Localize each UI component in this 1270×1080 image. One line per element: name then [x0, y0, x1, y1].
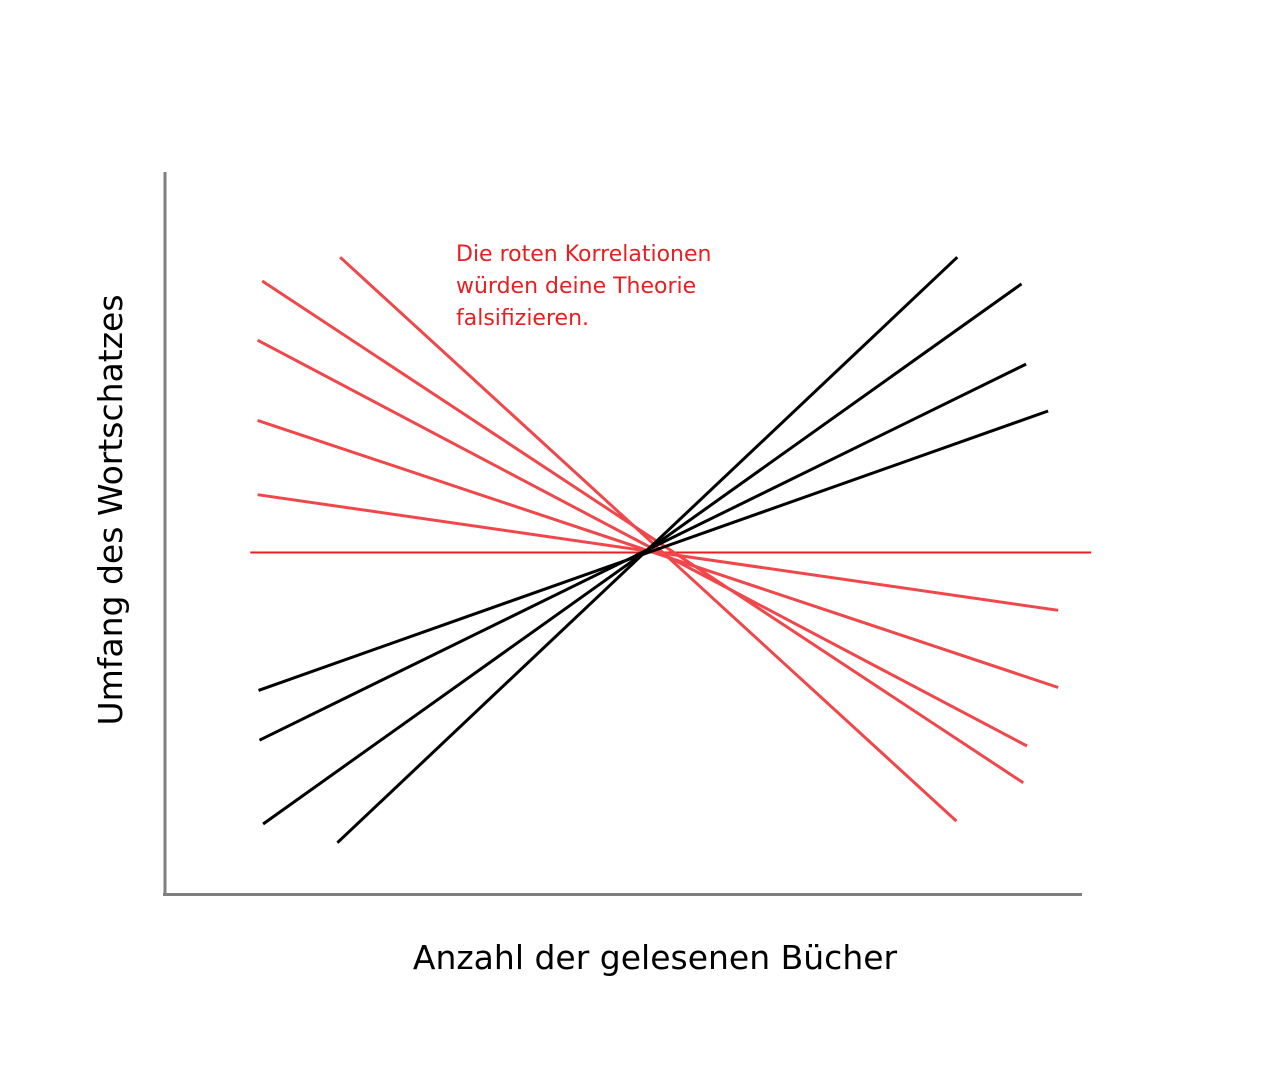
annotation-line-3: falsifizieren. — [456, 306, 589, 331]
positive-correlation-line-3 — [258, 362, 1027, 742]
annotation-line-1: Die roten Korrelationen — [456, 242, 711, 267]
annotation-line-2: würden deine Theorie — [456, 274, 696, 299]
negative-correlation-line-2 — [261, 279, 1025, 785]
annotation: Die roten Korrelationen würden deine The… — [456, 242, 718, 331]
positive-correlation-line-4 — [257, 409, 1049, 692]
negative-correlation-line-3 — [256, 338, 1028, 748]
y-axis-label: Umfang des Wortschatzes — [91, 294, 130, 725]
x-axis-label: Anzahl der gelesenen Bücher — [413, 938, 898, 977]
negative-correlation-line-5 — [257, 418, 1059, 689]
line-series-group — [250, 256, 1092, 844]
negative-correlation-line-1 — [339, 256, 958, 823]
